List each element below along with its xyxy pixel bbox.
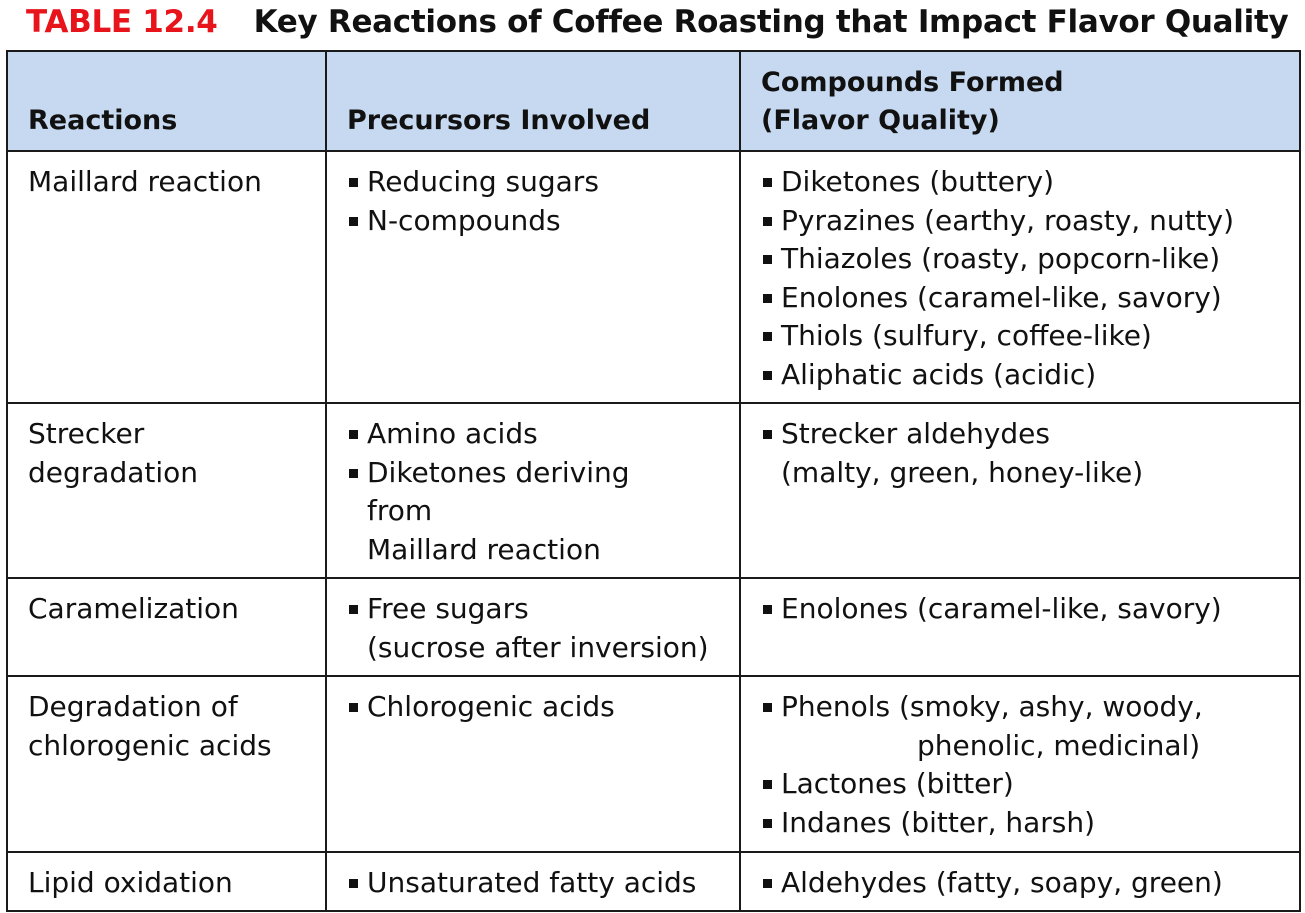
precursor-text: Unsaturated fatty acids: [367, 866, 697, 899]
compound-text: Indanes (bitter, harsh): [781, 805, 1096, 839]
compound-text: Phenols (smoky, ashy, woody,: [781, 690, 1203, 723]
table-row: Strecker degradation Amino acids Diketon…: [6, 402, 1301, 579]
precursor-item: Reducing sugars: [347, 163, 729, 202]
precursor-text: Amino acids: [367, 417, 538, 450]
reaction-name: Degradation of: [28, 690, 238, 723]
column-header-reactions: Reactions: [6, 50, 327, 152]
precursor-text: N-compounds: [367, 203, 561, 237]
reaction-cell: Lipid oxidation: [6, 851, 327, 912]
column-header-line: (Flavor Quality): [761, 105, 1000, 136]
compound-item: Pyrazines (earthy, roasty, nutty): [761, 202, 1289, 241]
compound-text: Aldehydes (fatty, soapy, green): [781, 866, 1223, 899]
compound-text: Enolones (caramel-like, savory): [781, 592, 1222, 625]
table-row: Maillard reaction Reducing sugars N-comp…: [6, 150, 1301, 404]
precursor-text: Maillard reaction: [367, 532, 601, 566]
compounds-cell: Phenols (smoky, ashy, woody, phenolic, m…: [739, 675, 1301, 853]
compound-item: Strecker aldehydes (malty, green, honey-…: [761, 415, 1289, 492]
column-header-line: Precursors Involved: [347, 105, 651, 136]
compounds-cell: Enolones (caramel-like, savory): [739, 577, 1301, 677]
compound-text: (malty, green, honey-like): [781, 455, 1144, 489]
precursor-item: Unsaturated fatty acids: [347, 864, 729, 903]
table-title: TABLE 12.4 Key Reactions of Coffee Roasti…: [26, 0, 1289, 44]
precursor-list: Reducing sugars N-compounds: [347, 163, 729, 240]
column-header-line: Compounds Formed: [761, 67, 1064, 98]
compound-item: Aliphatic acids (acidic): [761, 356, 1289, 395]
compound-item: Thiols (sulfury, coffee-like): [761, 317, 1289, 356]
compound-text: Thiazoles (roasty, popcorn-like): [781, 242, 1221, 275]
compound-list: Phenols (smoky, ashy, woody, phenolic, m…: [761, 688, 1289, 842]
reaction-name: Maillard reaction: [28, 165, 262, 198]
reaction-name: chlorogenic acids: [28, 728, 272, 762]
header-row: Reactions Precursors Involved Compounds …: [6, 50, 1301, 152]
reaction-name: Lipid oxidation: [28, 866, 233, 899]
precursors-cell: Unsaturated fatty acids: [325, 851, 741, 912]
compound-item: Lactones (bitter): [761, 765, 1289, 804]
reaction-cell: Degradation of chlorogenic acids: [6, 675, 327, 853]
precursor-text: (sucrose after inversion): [367, 630, 709, 664]
reaction-name: Strecker: [28, 417, 145, 450]
column-header-precursors: Precursors Involved: [325, 50, 741, 152]
compound-text: Aliphatic acids (acidic): [781, 357, 1097, 391]
precursor-item: Amino acids: [347, 415, 729, 454]
reaction-cell: Strecker degradation: [6, 402, 327, 579]
compounds-cell: Strecker aldehydes (malty, green, honey-…: [739, 402, 1301, 579]
precursor-item: N-compounds: [347, 202, 729, 241]
compound-list: Diketones (buttery) Pyrazines (earthy, r…: [761, 163, 1289, 394]
compound-item: Enolones (caramel-like, savory): [761, 590, 1289, 629]
reaction-name: Caramelization: [28, 592, 239, 625]
compound-item: Phenols (smoky, ashy, woody, phenolic, m…: [761, 688, 1289, 765]
precursor-text: Chlorogenic acids: [367, 690, 615, 723]
precursor-list: Chlorogenic acids: [347, 688, 729, 727]
reactions-table: Reactions Precursors Involved Compounds …: [6, 50, 1301, 912]
compound-item: Enolones (caramel-like, savory): [761, 279, 1289, 318]
compound-list: Strecker aldehydes (malty, green, honey-…: [761, 415, 1289, 492]
reaction-name: degradation: [28, 455, 199, 489]
precursor-item: Free sugars (sucrose after inversion): [347, 590, 729, 667]
column-header-compounds: Compounds Formed (Flavor Quality): [739, 50, 1301, 152]
compound-text: Thiols (sulfury, coffee-like): [781, 319, 1152, 352]
compound-item: Diketones (buttery): [761, 163, 1289, 202]
table-row: Lipid oxidation Unsaturated fatty acids …: [6, 851, 1301, 912]
compound-text: Enolones (caramel-like, savory): [781, 280, 1222, 314]
column-header-line: Reactions: [28, 105, 178, 136]
compound-list: Aldehydes (fatty, soapy, green): [761, 864, 1289, 903]
table-row: Degradation of chlorogenic acids Chlorog…: [6, 675, 1301, 853]
table-caption: Key Reactions of Coffee Roasting that Im…: [253, 4, 1289, 40]
precursor-item: Diketones deriving from Maillard reactio…: [347, 454, 729, 570]
reaction-cell: Caramelization: [6, 577, 327, 677]
compound-item: Thiazoles (roasty, popcorn-like): [761, 240, 1289, 279]
table-row: Caramelization Free sugars (sucrose afte…: [6, 577, 1301, 677]
compound-item: Aldehydes (fatty, soapy, green): [761, 864, 1289, 903]
precursor-list: Unsaturated fatty acids: [347, 864, 729, 903]
compound-item: Indanes (bitter, harsh): [761, 804, 1289, 843]
precursor-text: from: [367, 494, 433, 527]
compound-text: Lactones (bitter): [781, 767, 1014, 800]
precursor-item: Chlorogenic acids: [347, 688, 729, 727]
table-number-label: TABLE 12.4: [26, 4, 218, 40]
compound-list: Enolones (caramel-like, savory): [761, 590, 1289, 629]
precursor-text: Reducing sugars: [367, 165, 599, 198]
compound-text: phenolic, medicinal): [917, 728, 1201, 762]
precursor-list: Free sugars (sucrose after inversion): [347, 590, 729, 667]
precursors-cell: Amino acids Diketones deriving from Mail…: [325, 402, 741, 579]
compound-text: Pyrazines (earthy, roasty, nutty): [781, 203, 1235, 237]
precursor-text: Free sugars: [367, 592, 529, 625]
precursors-cell: Free sugars (sucrose after inversion): [325, 577, 741, 677]
reaction-cell: Maillard reaction: [6, 150, 327, 404]
precursor-text: Diketones deriving: [367, 455, 630, 489]
compounds-cell: Aldehydes (fatty, soapy, green): [739, 851, 1301, 912]
precursor-list: Amino acids Diketones deriving from Mail…: [347, 415, 729, 569]
compound-text: Diketones (buttery): [781, 165, 1054, 198]
precursors-cell: Reducing sugars N-compounds: [325, 150, 741, 404]
compounds-cell: Diketones (buttery) Pyrazines (earthy, r…: [739, 150, 1301, 404]
compound-text: Strecker aldehydes: [781, 417, 1050, 450]
precursors-cell: Chlorogenic acids: [325, 675, 741, 853]
